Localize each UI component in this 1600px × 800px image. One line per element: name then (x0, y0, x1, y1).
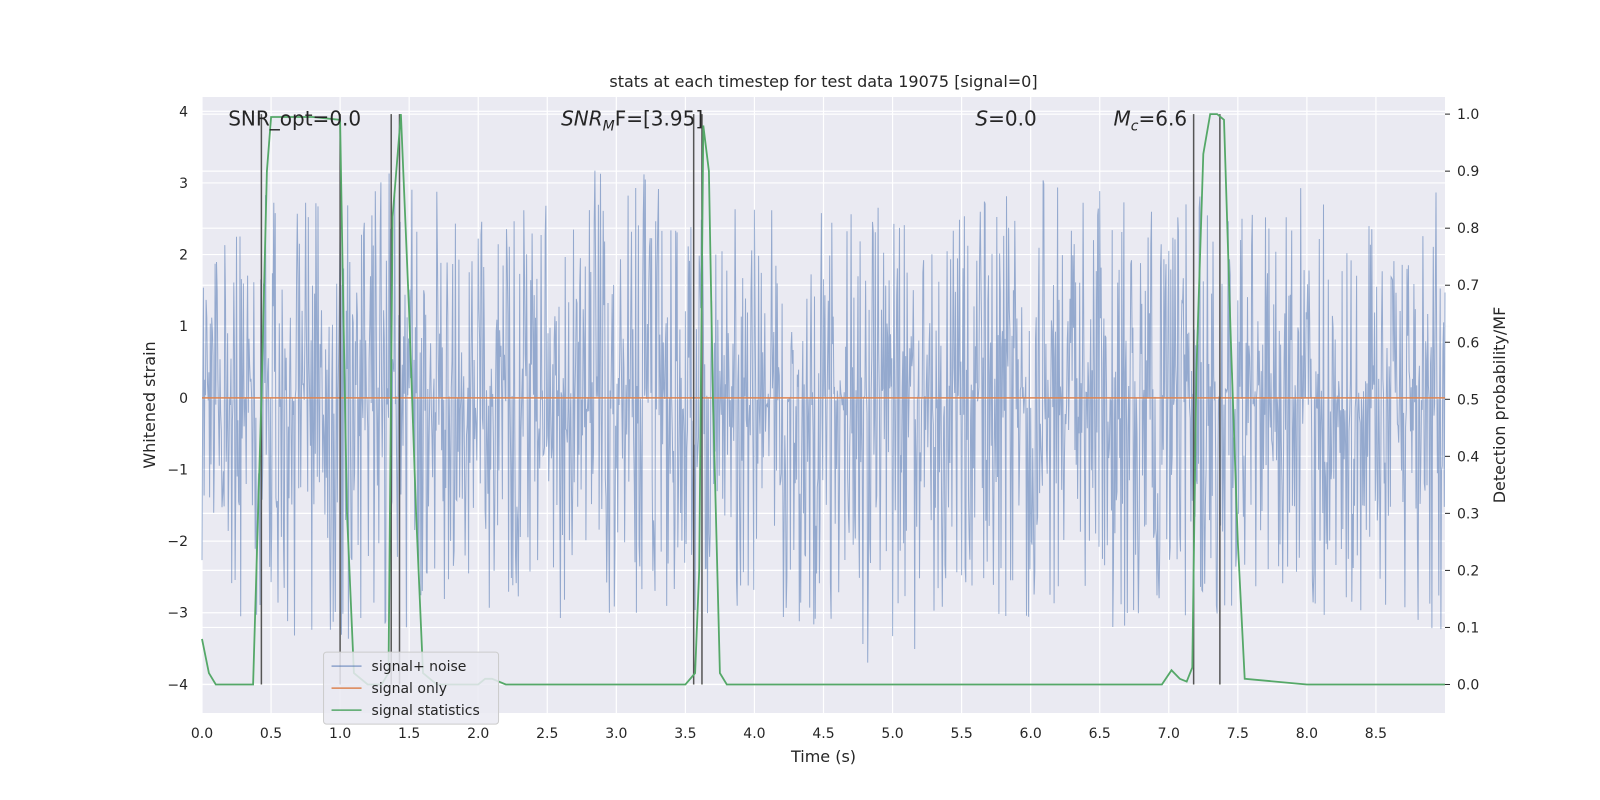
legend-label-signal-noise: signal+ noise (372, 659, 467, 675)
annotation-s-main: S (975, 107, 988, 131)
signal-noise-series (201, 170, 1446, 663)
x-axis-label: Time (s) (790, 747, 856, 766)
x-tick-label: 1.0 (329, 726, 351, 742)
y-tick-label: −1 (167, 462, 188, 478)
x-tick-label: 6.0 (1020, 726, 1042, 742)
y-tick-label: 3 (179, 176, 188, 192)
x-tick-label: 0.5 (260, 726, 282, 742)
x-tick-label: 8.0 (1296, 726, 1318, 742)
x-tick-label: 5.5 (950, 726, 972, 742)
y-tick-label: 2 (179, 248, 188, 264)
annotation-mc-sub: c (1131, 119, 1139, 135)
annotation-snr-mf-sub: M (603, 119, 615, 135)
y-tick-label: 0 (179, 391, 188, 407)
x-tick-label: 2.0 (467, 726, 489, 742)
signal-statistics-series (201, 113, 1445, 686)
annotation-snr-mf-main: SNR (561, 107, 603, 131)
legend: signal+ noise signal only signal statist… (323, 651, 500, 725)
x-tick-label: 3.5 (674, 726, 696, 742)
legend-label-signal-only: signal only (372, 681, 447, 697)
legend-box (323, 651, 500, 725)
signal-statistics-line (201, 113, 1445, 686)
y-tick-label: −3 (167, 606, 188, 622)
y2-tick-label: 1.0 (1457, 107, 1479, 123)
annotation-mc: Mc=6.6 (1114, 107, 1188, 135)
y-tick-label: −4 (167, 677, 188, 693)
y-axis-label: Whitened strain (140, 341, 159, 468)
annotation-snr-mf-tail: F=[3.95] (615, 107, 703, 131)
y-tick-label: 1 (179, 319, 188, 335)
x-tick-label: 1.5 (398, 726, 420, 742)
x-tick-label: 6.5 (1089, 726, 1111, 742)
chart-title: stats at each timestep for test data 190… (609, 72, 1037, 91)
y2-tick-label: 0.7 (1457, 278, 1479, 294)
x-tick-label: 8.5 (1365, 726, 1387, 742)
y-axis-ticks: −4 −3 −2 −1 0 1 2 3 4 (167, 104, 188, 693)
x-tick-label: 5.0 (881, 726, 903, 742)
y2-tick-label: 0.0 (1457, 677, 1479, 693)
annotation-snr-mf: SNRMF=[3.95] (561, 107, 703, 135)
annotation-snr-opt: SNR_opt=0.0 (228, 107, 361, 131)
y2-axis-ticks: 0.0 0.1 0.2 0.3 0.4 0.5 0.6 0.7 0.8 0.9 1.0 (1445, 107, 1479, 693)
x-tick-label: 4.0 (743, 726, 765, 742)
y2-tick-label: 0.4 (1457, 449, 1479, 465)
y-tick-label: 4 (179, 104, 188, 120)
annotation-s: S=0.0 (975, 107, 1036, 131)
x-tick-label: 7.0 (1158, 726, 1180, 742)
y2-tick-label: 0.8 (1457, 221, 1479, 237)
x-tick-label: 2.5 (536, 726, 558, 742)
y-tick-label: −2 (167, 534, 188, 550)
x-tick-label: 3.0 (605, 726, 627, 742)
y2-axis-label: Detection probability/MF (1490, 307, 1509, 504)
signal-noise-line (201, 170, 1446, 663)
x-tick-label: 7.5 (1227, 726, 1249, 742)
y2-tick-label: 0.2 (1457, 563, 1479, 579)
annotation-s-tail: =0.0 (988, 107, 1037, 131)
x-tick-label: 0.0 (191, 726, 213, 742)
y2-tick-label: 0.1 (1457, 620, 1479, 636)
annotation-mc-tail: =6.6 (1139, 107, 1188, 131)
annotation-mc-main: M (1114, 107, 1131, 131)
x-tick-label: 4.5 (812, 726, 834, 742)
y2-tick-label: 0.3 (1457, 506, 1479, 522)
legend-label-signal-statistics: signal statistics (372, 703, 480, 719)
y2-tick-label: 0.9 (1457, 164, 1479, 180)
y2-tick-label: 0.6 (1457, 335, 1479, 351)
y2-tick-label: 0.5 (1457, 392, 1479, 408)
x-axis-ticks: 0.0 0.5 1.0 1.5 2.0 2.5 3.0 3.5 4.0 4.5 5.0 5.5 6.0 6… (191, 726, 1387, 742)
